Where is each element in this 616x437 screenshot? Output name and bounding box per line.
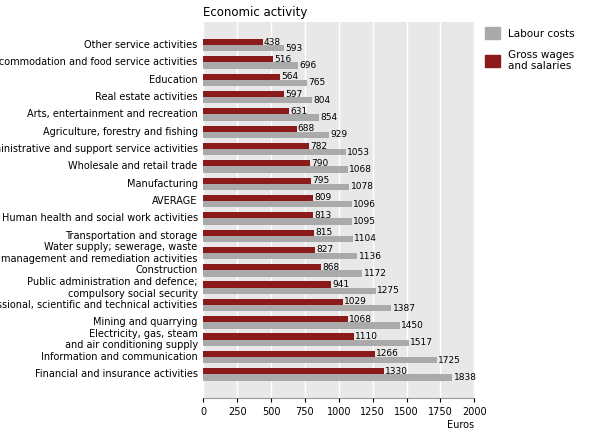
Bar <box>203 108 289 114</box>
Bar <box>203 166 348 173</box>
Bar <box>203 288 376 294</box>
Text: 631: 631 <box>290 107 307 116</box>
Text: 795: 795 <box>312 176 330 185</box>
Bar <box>203 91 284 97</box>
Text: 597: 597 <box>286 90 303 98</box>
Text: 516: 516 <box>275 55 292 64</box>
Text: 438: 438 <box>264 38 281 47</box>
Bar <box>203 195 313 201</box>
Text: 1136: 1136 <box>359 252 381 261</box>
Bar <box>203 271 362 277</box>
Text: 1096: 1096 <box>353 200 376 209</box>
Text: 688: 688 <box>298 124 315 133</box>
Bar <box>203 160 310 166</box>
Bar <box>203 351 375 357</box>
Bar <box>203 149 346 156</box>
Text: 868: 868 <box>322 263 339 272</box>
Text: 1068: 1068 <box>349 165 372 174</box>
Bar <box>203 143 309 149</box>
Text: 1104: 1104 <box>354 234 377 243</box>
Text: 1078: 1078 <box>351 182 374 191</box>
Bar <box>203 218 352 225</box>
Bar <box>203 375 452 381</box>
Text: 1110: 1110 <box>355 332 378 341</box>
Bar <box>203 333 354 340</box>
Bar <box>203 56 274 62</box>
Bar <box>203 39 262 45</box>
Bar <box>203 357 437 363</box>
Text: 1387: 1387 <box>392 304 416 312</box>
Bar <box>203 114 319 121</box>
Legend: Labour costs, Gross wages
and salaries: Labour costs, Gross wages and salaries <box>485 27 575 71</box>
Bar <box>203 97 312 104</box>
Text: 827: 827 <box>317 246 334 254</box>
Bar <box>203 201 352 207</box>
Text: 790: 790 <box>312 159 329 168</box>
Text: 1068: 1068 <box>349 315 372 324</box>
Text: 804: 804 <box>314 96 331 105</box>
Bar <box>203 62 298 69</box>
Bar <box>203 45 283 52</box>
Text: 1095: 1095 <box>353 217 376 226</box>
Bar <box>203 253 357 259</box>
Bar <box>203 212 314 218</box>
Bar <box>203 323 400 329</box>
Text: 1275: 1275 <box>378 286 400 295</box>
Text: 1517: 1517 <box>410 338 433 347</box>
Text: 809: 809 <box>314 194 331 202</box>
Bar <box>203 184 349 190</box>
Text: 1330: 1330 <box>385 367 408 376</box>
Text: 1029: 1029 <box>344 298 367 306</box>
Bar <box>203 299 342 305</box>
Text: 564: 564 <box>281 72 298 81</box>
Bar <box>203 316 348 323</box>
Text: 1266: 1266 <box>376 350 399 358</box>
Text: Euros: Euros <box>447 420 474 430</box>
Text: Economic activity: Economic activity <box>203 6 307 19</box>
Bar <box>203 73 280 80</box>
Text: 929: 929 <box>331 130 347 139</box>
Bar <box>203 177 311 184</box>
Text: 593: 593 <box>285 44 302 53</box>
Text: 765: 765 <box>309 78 326 87</box>
Text: 941: 941 <box>332 280 349 289</box>
Bar <box>203 281 331 288</box>
Bar <box>203 132 329 138</box>
Text: 782: 782 <box>310 142 328 150</box>
Bar <box>203 80 307 86</box>
Bar <box>203 340 409 346</box>
Text: 1053: 1053 <box>347 148 370 157</box>
Text: 854: 854 <box>320 113 338 122</box>
Bar <box>203 264 321 271</box>
Text: 1725: 1725 <box>439 356 461 364</box>
Bar <box>203 229 314 236</box>
Text: 1838: 1838 <box>454 373 477 382</box>
Text: 1450: 1450 <box>401 321 424 330</box>
Text: 696: 696 <box>299 61 316 70</box>
Text: 813: 813 <box>315 211 332 220</box>
Bar <box>203 125 296 132</box>
Bar <box>203 368 384 375</box>
Bar <box>203 305 391 311</box>
Text: 1172: 1172 <box>363 269 386 278</box>
Bar <box>203 247 315 253</box>
Text: 815: 815 <box>315 228 333 237</box>
Bar <box>203 236 353 242</box>
